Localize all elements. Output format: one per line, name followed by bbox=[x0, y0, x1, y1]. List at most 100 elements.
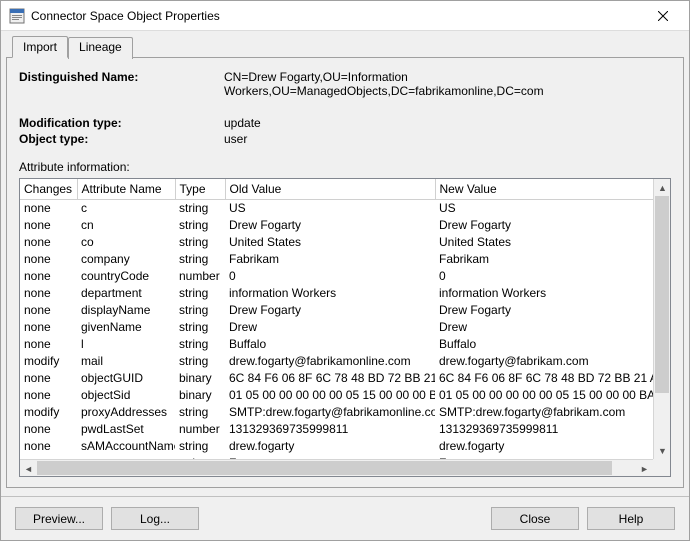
col-header-changes[interactable]: Changes bbox=[20, 179, 77, 199]
table-cell: Fabrikam bbox=[435, 250, 653, 267]
vscroll-thumb[interactable] bbox=[655, 196, 669, 393]
table-cell: objectGUID bbox=[77, 369, 175, 386]
col-header-newvalue[interactable]: New Value bbox=[435, 179, 653, 199]
content-area: Import Lineage Distinguished Name: CN=Dr… bbox=[1, 31, 689, 540]
table-cell: US bbox=[435, 199, 653, 216]
table-cell: none bbox=[20, 335, 77, 352]
horizontal-scrollbar[interactable]: ◄ ► bbox=[20, 459, 653, 476]
table-cell: binary bbox=[175, 386, 225, 403]
table-row[interactable]: nonedisplayNamestringDrew FogartyDrew Fo… bbox=[20, 301, 653, 318]
table-cell: string bbox=[175, 437, 225, 454]
table-cell: givenName bbox=[77, 318, 175, 335]
table-cell: l bbox=[77, 335, 175, 352]
close-button[interactable]: Close bbox=[491, 507, 579, 530]
hscroll-thumb[interactable] bbox=[37, 461, 612, 475]
table-cell: sAMAccountName bbox=[77, 437, 175, 454]
table-cell: Buffalo bbox=[225, 335, 435, 352]
table-cell: Drew Fogarty bbox=[435, 301, 653, 318]
help-button[interactable]: Help bbox=[587, 507, 675, 530]
window-close-button[interactable] bbox=[640, 2, 685, 30]
obj-type-label: Object type: bbox=[19, 132, 224, 146]
scroll-down-button[interactable]: ▼ bbox=[654, 442, 671, 459]
table-caption: Attribute information: bbox=[19, 160, 671, 174]
obj-type-value: user bbox=[224, 132, 671, 146]
table-cell: proxyAddresses bbox=[77, 403, 175, 420]
table-cell: SMTP:drew.fogarty@fabrikamonline.com bbox=[225, 403, 435, 420]
table-cell: none bbox=[20, 216, 77, 233]
preview-button[interactable]: Preview... bbox=[15, 507, 103, 530]
table-row[interactable]: noneobjectGUIDbinary6C 84 F6 06 8F 6C 78… bbox=[20, 369, 653, 386]
table-cell: none bbox=[20, 250, 77, 267]
app-icon bbox=[9, 8, 25, 24]
table-row[interactable]: modifymailstringdrew.fogarty@fabrikamonl… bbox=[20, 352, 653, 369]
scroll-left-button[interactable]: ◄ bbox=[20, 460, 37, 477]
table-row[interactable]: nonegivenNamestringDrewDrew bbox=[20, 318, 653, 335]
table-row[interactable]: nonesAMAccountNamestringdrew.fogartydrew… bbox=[20, 437, 653, 454]
scroll-right-button[interactable]: ► bbox=[636, 460, 653, 477]
table-cell: department bbox=[77, 284, 175, 301]
scroll-up-button[interactable]: ▲ bbox=[654, 179, 671, 196]
table-cell: drew.fogarty bbox=[225, 437, 435, 454]
table-cell: none bbox=[20, 301, 77, 318]
table-cell: Drew Fogarty bbox=[225, 216, 435, 233]
table-cell: SMTP:drew.fogarty@fabrikam.com bbox=[435, 403, 653, 420]
table-cell: none bbox=[20, 386, 77, 403]
table-cell: none bbox=[20, 284, 77, 301]
table-cell: string bbox=[175, 335, 225, 352]
table-cell: drew.fogarty bbox=[435, 437, 653, 454]
attribute-table: Changes Attribute Name Type Old Value Ne… bbox=[20, 179, 653, 459]
vscroll-track[interactable] bbox=[654, 196, 670, 442]
table-cell: number bbox=[175, 420, 225, 437]
table-cell: drew.fogarty@fabrikamonline.com bbox=[225, 352, 435, 369]
table-row[interactable]: nonecountryCodenumber00 bbox=[20, 267, 653, 284]
table-cell: none bbox=[20, 420, 77, 437]
table-cell: 6C 84 F6 06 8F 6C 78 48 BD 72 BB 21 AF..… bbox=[225, 369, 435, 386]
table-row[interactable]: nonedepartmentstringinformation Workersi… bbox=[20, 284, 653, 301]
table-cell: 0 bbox=[225, 267, 435, 284]
type-block: Modification type: update Object type: u… bbox=[19, 114, 671, 148]
table-cell: 131329369735999811 bbox=[225, 420, 435, 437]
table-cell: modify bbox=[20, 403, 77, 420]
table-row[interactable]: nonepwdLastSetnumber13132936973599981113… bbox=[20, 420, 653, 437]
table-row[interactable]: nonecnstringDrew FogartyDrew Fogarty bbox=[20, 216, 653, 233]
table-cell: string bbox=[175, 301, 225, 318]
mod-type-value: update bbox=[224, 116, 671, 130]
table-row[interactable]: noneobjectSidbinary01 05 00 00 00 00 00 … bbox=[20, 386, 653, 403]
table-row[interactable]: nonecostringUnited StatesUnited States bbox=[20, 233, 653, 250]
table-row[interactable]: nonelstringBuffaloBuffalo bbox=[20, 335, 653, 352]
tab-bar: Import Lineage bbox=[12, 35, 684, 57]
table-cell: pwdLastSet bbox=[77, 420, 175, 437]
col-header-oldvalue[interactable]: Old Value bbox=[225, 179, 435, 199]
dn-value: CN=Drew Fogarty,OU=Information Workers,O… bbox=[224, 70, 671, 98]
col-header-type[interactable]: Type bbox=[175, 179, 225, 199]
table-cell: string bbox=[175, 284, 225, 301]
mod-type-label: Modification type: bbox=[19, 116, 224, 130]
table-row[interactable]: nonecompanystringFabrikamFabrikam bbox=[20, 250, 653, 267]
table-cell: 01 05 00 00 00 00 00 05 15 00 00 00 BA .… bbox=[225, 386, 435, 403]
col-header-attrname[interactable]: Attribute Name bbox=[77, 179, 175, 199]
table-cell: information Workers bbox=[225, 284, 435, 301]
table-row[interactable]: modifyproxyAddressesstringSMTP:drew.foga… bbox=[20, 403, 653, 420]
table-cell: string bbox=[175, 199, 225, 216]
table-cell: company bbox=[77, 250, 175, 267]
log-button[interactable]: Log... bbox=[111, 507, 199, 530]
vertical-scrollbar[interactable]: ▲ ▼ bbox=[653, 179, 670, 459]
table-cell: none bbox=[20, 369, 77, 386]
table-cell: Drew Fogarty bbox=[435, 216, 653, 233]
table-cell: 131329369735999811 bbox=[435, 420, 653, 437]
table-cell: string bbox=[175, 318, 225, 335]
button-bar: Preview... Log... Close Help bbox=[1, 496, 689, 532]
table-cell: Drew Fogarty bbox=[225, 301, 435, 318]
table-cell: Fabrikam bbox=[225, 250, 435, 267]
tab-import[interactable]: Import bbox=[12, 36, 68, 58]
table-cell: string bbox=[175, 352, 225, 369]
tab-panel: Distinguished Name: CN=Drew Fogarty,OU=I… bbox=[6, 57, 684, 488]
hscroll-track[interactable] bbox=[37, 460, 636, 476]
table-cell: 0 bbox=[435, 267, 653, 284]
tab-lineage[interactable]: Lineage bbox=[68, 37, 133, 59]
table-cell: none bbox=[20, 199, 77, 216]
table-row[interactable]: nonecstringUSUS bbox=[20, 199, 653, 216]
table-cell: Drew bbox=[435, 318, 653, 335]
table-cell: string bbox=[175, 250, 225, 267]
table-cell: countryCode bbox=[77, 267, 175, 284]
